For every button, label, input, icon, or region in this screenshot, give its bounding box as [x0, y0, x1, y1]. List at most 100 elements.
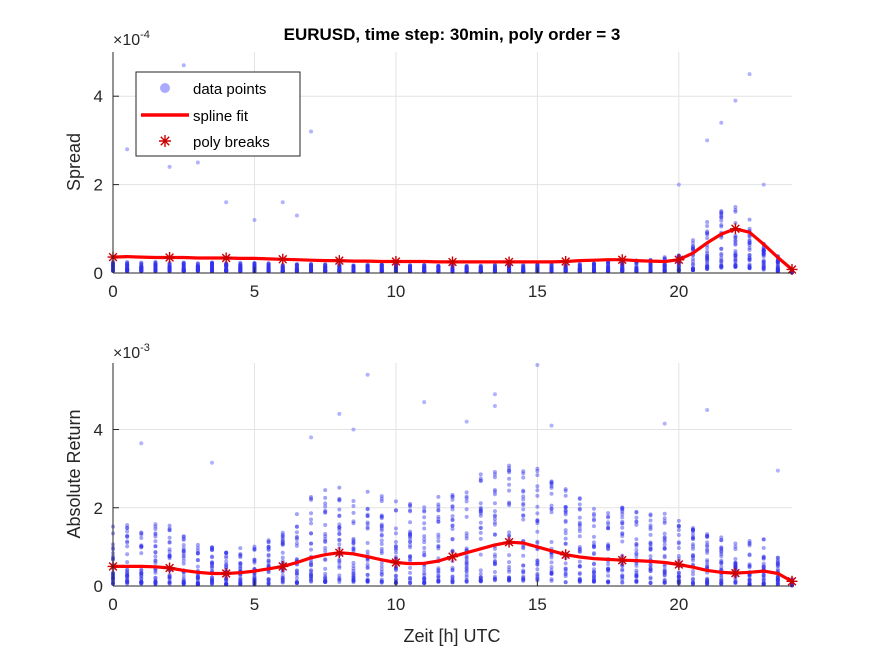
return-data-point [507, 569, 512, 574]
return-data-point [733, 563, 738, 568]
spread-data-point [634, 268, 639, 273]
spread-data-point [450, 267, 455, 272]
spread-data-point [634, 269, 639, 274]
spread-data-point [436, 265, 441, 270]
return-data-point [549, 577, 554, 582]
return-data-point [323, 579, 328, 584]
return-x-tick-label: 15 [528, 595, 547, 614]
return-data-point [309, 496, 314, 501]
spread-data-point [521, 268, 526, 273]
return-outlier-point [549, 423, 554, 428]
return-data-point [478, 526, 483, 531]
return-data-point [422, 508, 427, 513]
spread-data-point [224, 263, 229, 268]
spread-data-point [648, 264, 653, 269]
return-poly-break [277, 560, 289, 572]
spread-data-point [266, 269, 271, 274]
return-data-point [464, 579, 469, 584]
return-data-point [393, 550, 398, 555]
return-data-point [167, 580, 172, 585]
return-data-point [436, 544, 441, 549]
spread-data-point [125, 268, 130, 273]
return-data-point [450, 580, 455, 585]
spread-data-point [747, 253, 752, 258]
return-data-point [167, 573, 172, 578]
spread-data-point [365, 268, 370, 273]
spread-poly-break [503, 256, 515, 268]
return-data-point [181, 581, 186, 586]
return-data-point [408, 536, 413, 541]
return-data-point [690, 526, 695, 531]
spread-data-point [422, 265, 427, 270]
return-data-point [365, 549, 370, 554]
return-data-point [676, 546, 681, 551]
return-data-point [719, 578, 724, 583]
return-data-point [195, 545, 200, 550]
spread-data-point [365, 266, 370, 271]
spread-data-point [450, 269, 455, 274]
return-data-point [634, 579, 639, 584]
spread-data-point [139, 269, 144, 274]
return-data-point [676, 574, 681, 579]
return-data-point [450, 504, 455, 509]
return-data-point [606, 579, 611, 584]
return-data-point [294, 535, 299, 540]
return-data-point [705, 580, 710, 585]
spread-data-point [478, 265, 483, 270]
return-data-point [365, 514, 370, 519]
spread-data-point [662, 264, 667, 269]
spread-data-point [323, 268, 328, 273]
spread-data-point [507, 266, 512, 271]
return-data-point [747, 581, 752, 586]
spread-data-point [125, 267, 130, 272]
return-data-point [266, 577, 271, 582]
return-data-point [167, 523, 172, 528]
return-data-point [521, 570, 526, 575]
return-data-point [662, 580, 667, 585]
return-data-point [507, 578, 512, 583]
spread-data-point [747, 264, 752, 269]
return-data-point [761, 582, 766, 587]
return-data-point [563, 571, 568, 576]
return-data-point [563, 505, 568, 510]
return-data-point [181, 581, 186, 586]
spread-data-point [761, 251, 766, 256]
return-data-point [393, 577, 398, 582]
spread-data-point [210, 260, 215, 265]
return-data-point [662, 580, 667, 585]
spread-data-point [309, 269, 314, 274]
return-data-point [422, 545, 427, 550]
return-data-point [238, 579, 243, 584]
spread-data-point [309, 262, 314, 267]
spread-data-point [280, 267, 285, 272]
spread-data-point [690, 246, 695, 251]
spread-data-point [351, 264, 356, 269]
return-data-point [648, 568, 653, 573]
spread-data-point [337, 266, 342, 271]
return-data-point [549, 560, 554, 565]
return-data-point [195, 564, 200, 569]
spread-data-point [591, 265, 596, 270]
spread-data-point [521, 269, 526, 274]
return-data-point [422, 581, 427, 586]
return-data-point [492, 554, 497, 559]
spread-data-point [365, 269, 370, 274]
return-data-point [337, 537, 342, 542]
spread-data-point [620, 265, 625, 270]
return-data-point [309, 541, 314, 546]
return-data-point [408, 534, 413, 539]
return-data-point [705, 535, 710, 540]
spread-data-point [266, 269, 271, 274]
spread-data-point [662, 269, 667, 274]
spread-data-point [606, 262, 611, 267]
spread-data-point [591, 262, 596, 267]
return-data-point [577, 579, 582, 584]
spread-data-point [167, 265, 172, 270]
spread-data-point [309, 267, 314, 272]
return-data-point [492, 561, 497, 566]
return-outlier-point [775, 468, 780, 473]
return-data-point [478, 507, 483, 512]
spread-data-point [690, 265, 695, 270]
return-data-point [351, 573, 356, 578]
spread-data-point [676, 264, 681, 269]
